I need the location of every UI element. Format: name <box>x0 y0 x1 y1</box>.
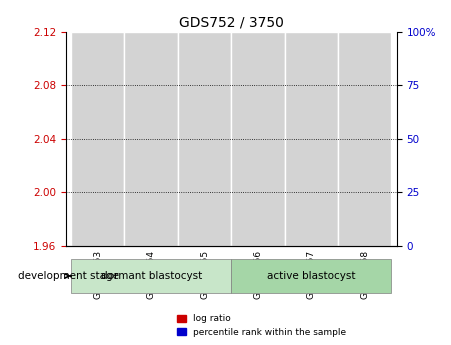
Text: GSM27754: GSM27754 <box>147 250 156 299</box>
Bar <box>141 237 162 246</box>
Bar <box>87 235 108 246</box>
Bar <box>141 143 162 246</box>
Text: development stage: development stage <box>18 271 119 281</box>
FancyBboxPatch shape <box>71 31 124 246</box>
Text: GSM27757: GSM27757 <box>307 250 316 299</box>
Bar <box>247 241 269 246</box>
FancyBboxPatch shape <box>124 31 178 246</box>
Title: GDS752 / 3750: GDS752 / 3750 <box>179 15 284 29</box>
Text: dormant blastocyst: dormant blastocyst <box>101 271 202 281</box>
Text: GSM27753: GSM27753 <box>93 250 102 299</box>
Text: GSM27755: GSM27755 <box>200 250 209 299</box>
Bar <box>301 191 322 246</box>
Text: GSM27756: GSM27756 <box>253 250 262 299</box>
Text: GSM27758: GSM27758 <box>360 250 369 299</box>
FancyBboxPatch shape <box>285 31 338 246</box>
Bar <box>247 191 269 246</box>
FancyBboxPatch shape <box>338 31 391 246</box>
Bar <box>354 239 375 246</box>
Bar <box>87 85 108 246</box>
Bar <box>194 235 215 246</box>
FancyBboxPatch shape <box>231 31 285 246</box>
Text: active blastocyst: active blastocyst <box>267 271 355 281</box>
Bar <box>354 191 375 246</box>
FancyBboxPatch shape <box>71 259 231 293</box>
FancyBboxPatch shape <box>231 259 391 293</box>
FancyBboxPatch shape <box>178 31 231 246</box>
Bar <box>301 239 322 246</box>
Legend: log ratio, percentile rank within the sample: log ratio, percentile rank within the sa… <box>173 311 350 341</box>
Bar <box>194 33 215 246</box>
